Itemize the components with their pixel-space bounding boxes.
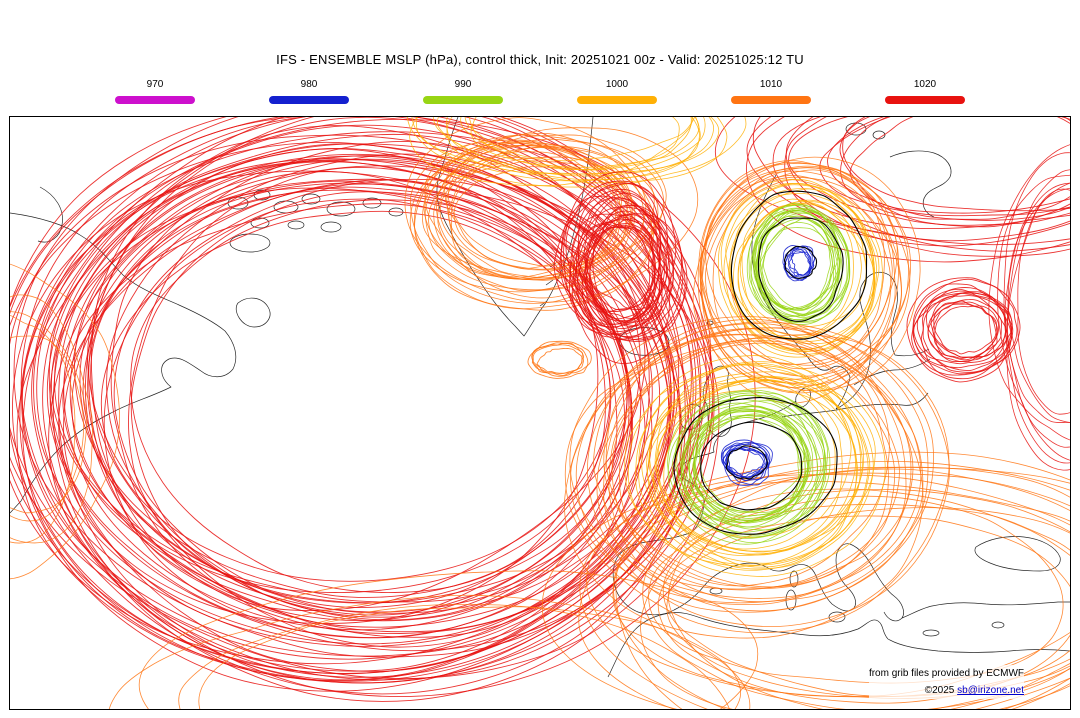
legend-label-1020: 1020 xyxy=(913,79,937,90)
legend-label-970: 970 xyxy=(146,79,164,90)
map-canvas xyxy=(10,117,1070,709)
legend: 970 980 990 1000 1010 1020 xyxy=(112,80,968,104)
weather-map: from grib files provided by ECMWF ©2025 … xyxy=(9,116,1071,710)
legend-item-980: 980 xyxy=(266,80,352,104)
legend-swatch-980 xyxy=(269,96,349,104)
legend-item-1010: 1010 xyxy=(728,80,814,104)
legend-item-1020: 1020 xyxy=(882,80,968,104)
control-run-layer xyxy=(673,190,868,535)
legend-swatch-1000 xyxy=(577,96,657,104)
legend-item-1000: 1000 xyxy=(574,80,660,104)
legend-swatch-990 xyxy=(423,96,503,104)
ensemble-spaghetti-layer xyxy=(10,117,1070,709)
attribution-source: from grib files provided by ECMWF xyxy=(868,668,1024,679)
legend-swatch-1020 xyxy=(885,96,965,104)
legend-label-990: 990 xyxy=(454,79,472,90)
copyright-text: ©2025 xyxy=(924,685,958,696)
attribution: from grib files provided by ECMWF ©2025 … xyxy=(868,665,1024,699)
legend-label-1010: 1010 xyxy=(759,79,783,90)
attribution-copyright: ©2025 sb@irizone.net xyxy=(869,682,1024,699)
legend-item-990: 990 xyxy=(420,80,506,104)
chart-title: IFS - ENSEMBLE MSLP (hPa), control thick… xyxy=(276,52,804,67)
legend-swatch-970 xyxy=(115,96,195,104)
legend-item-970: 970 xyxy=(112,80,198,104)
legend-label-980: 980 xyxy=(300,79,318,90)
author-link[interactable]: sb@irizone.net xyxy=(957,685,1024,696)
legend-swatch-1010 xyxy=(731,96,811,104)
legend-label-1000: 1000 xyxy=(605,79,629,90)
